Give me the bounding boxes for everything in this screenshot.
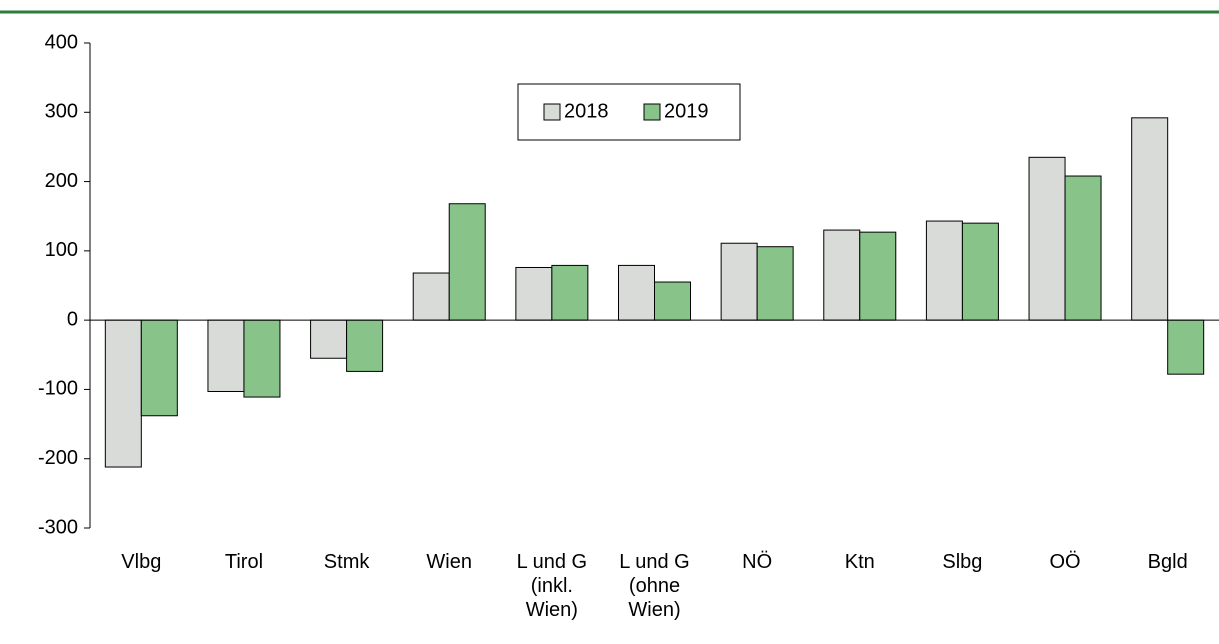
bar [720,242,758,321]
y-tick-label: 0 [67,308,78,330]
bar [207,319,245,393]
bar [756,246,794,321]
x-tick-label: Vlbg [121,551,162,573]
legend-swatch [543,103,561,121]
y-tick-label: -200 [38,447,78,469]
y-tick-label: -100 [38,378,78,400]
x-tick-label: Tirol [224,551,264,573]
x-tick-label: OÖ [1049,551,1081,573]
x-tick-label: Bgld [1147,551,1188,573]
y-tick-label: 400 [45,31,78,53]
bar [448,203,486,321]
bar [140,319,178,417]
bar [1167,319,1205,375]
bar [104,319,142,468]
x-tick-label: Stmk [323,551,370,573]
bar [551,264,589,321]
y-tick-label: 300 [45,101,78,123]
x-tick-label: Wien [426,551,472,573]
bar [618,264,655,321]
y-tick-label: 200 [45,170,78,192]
bar [515,266,553,321]
bar [310,319,348,359]
x-tick-label: L und G (ohne Wien) [619,551,690,621]
legend-label: 2018 [564,100,609,122]
bar [243,319,281,398]
bar [346,319,384,372]
legend-swatch [643,103,661,121]
bar [859,231,897,321]
legend-label: 2019 [664,100,709,122]
bar [1028,156,1066,321]
y-tick-label: 100 [45,239,78,261]
bar [823,229,861,321]
bar [1064,175,1102,321]
bar [654,281,691,321]
bar [1131,117,1169,321]
x-tick-label: Slbg [942,551,983,573]
y-tick-label: -300 [38,516,78,538]
bar [412,272,450,321]
bar [961,222,999,321]
x-tick-label: Ktn [844,551,875,573]
bar [925,220,963,321]
x-tick-label: NÖ [742,551,773,573]
x-tick-label: L und G (inkl. Wien) [516,551,588,621]
